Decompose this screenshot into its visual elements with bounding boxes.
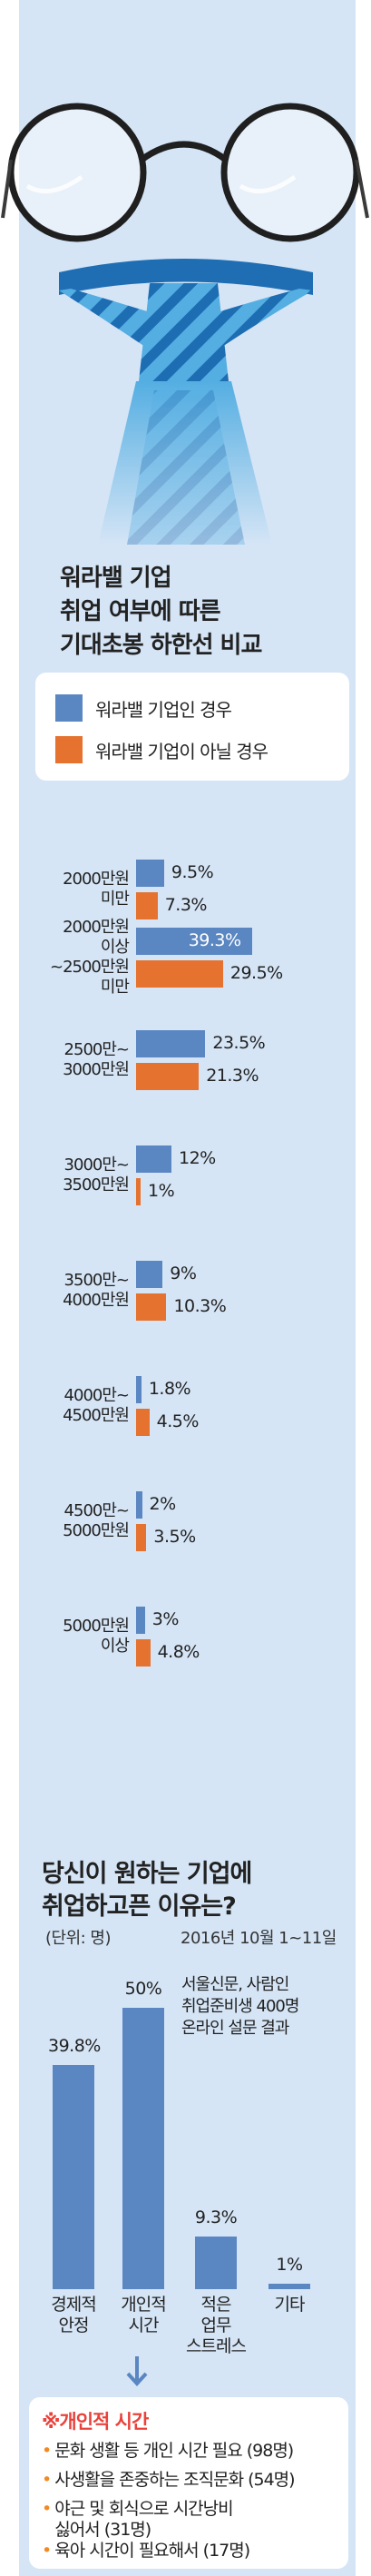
bar-non-walab bbox=[136, 1409, 150, 1436]
glasses-icon bbox=[1, 103, 369, 242]
value-label: 39.8% bbox=[48, 2036, 101, 2057]
chart2-source: 서울신문, 사람인 취업준비생 400명 온라인 설문 결과 bbox=[181, 1975, 299, 2038]
reason-item: • 문화 생활 등 개인 시간 필요 (98명) bbox=[42, 2441, 294, 2461]
necktie-icon bbox=[59, 259, 313, 545]
value-label: 39.3% bbox=[188, 930, 241, 950]
value-label: 3.5% bbox=[153, 1527, 196, 1547]
legend-label: 워라밸 기업인 경우 bbox=[95, 698, 232, 721]
chart2-unit: (단위: 명) bbox=[45, 1929, 112, 1948]
bar-walab bbox=[136, 1261, 163, 1288]
value-label: 3% bbox=[151, 1609, 180, 1629]
category-label: 경제적 안정 bbox=[51, 2295, 96, 2335]
reasons-title: ※개인적 시간 bbox=[42, 2411, 149, 2433]
category-label: 적은 업무 스트레스 bbox=[186, 2295, 247, 2356]
bar-walab bbox=[136, 860, 164, 887]
bar-non-walab bbox=[136, 960, 223, 988]
bar-reason bbox=[53, 2065, 94, 2289]
legend-item-non-walab: 워라밸 기업이 아닐 경우 bbox=[55, 736, 268, 763]
category-label: 4000만~ 4500만원 bbox=[63, 1386, 130, 1425]
category-label: 2500만~ 3000만원 bbox=[63, 1040, 130, 1079]
bar-non-walab bbox=[136, 1293, 167, 1321]
bar-walab bbox=[136, 1491, 142, 1519]
bullet-icon: • bbox=[42, 2541, 52, 2561]
bar-walab bbox=[136, 1030, 206, 1057]
category-label: 3000만~ 3500만원 bbox=[63, 1155, 130, 1195]
value-label: 1% bbox=[148, 1181, 175, 1201]
chart2-date: 2016년 10월 1~11일 bbox=[181, 1929, 337, 1948]
reason-item: • 야근 및 회식으로 시간낭비 싫어서 (31명) bbox=[42, 2499, 234, 2540]
chart1-legend: 워라밸 기업인 경우 워라밸 기업이 아닐 경우 bbox=[35, 673, 349, 781]
arrow-down-icon bbox=[126, 2356, 148, 2386]
bar-walab bbox=[136, 1145, 171, 1173]
value-label: 1% bbox=[276, 2254, 303, 2275]
value-label: 9% bbox=[170, 1263, 197, 1283]
bar-walab bbox=[136, 1607, 145, 1634]
category-label: 기타 bbox=[274, 2295, 306, 2315]
bar-walab bbox=[136, 1376, 142, 1403]
category-label: 5000만원 이상 bbox=[63, 1617, 130, 1656]
category-label: 3500만~ 4000만원 bbox=[63, 1271, 130, 1310]
value-label: 12% bbox=[179, 1148, 216, 1168]
bar-non-walab bbox=[136, 1524, 147, 1551]
bullet-icon: • bbox=[42, 2470, 52, 2490]
illustration bbox=[1, 103, 369, 545]
bar-non-walab bbox=[136, 1639, 151, 1667]
reasons-box: ※개인적 시간 • 문화 생활 등 개인 시간 필요 (98명) • 사생활을 … bbox=[29, 2397, 348, 2569]
value-label: 50% bbox=[124, 1979, 162, 1999]
bar-non-walab bbox=[136, 1063, 200, 1090]
value-label: 29.5% bbox=[229, 963, 283, 983]
reason-item: • 육아 시간이 필요해서 (17명) bbox=[42, 2541, 250, 2561]
legend-item-walab: 워라밸 기업인 경우 bbox=[55, 694, 232, 722]
category-label: 개인적 시간 bbox=[121, 2295, 166, 2335]
value-label: 10.3% bbox=[173, 1296, 227, 1316]
value-label: 9.3% bbox=[194, 2207, 238, 2228]
value-label: 4.8% bbox=[157, 1642, 200, 1662]
legend-swatch-orange bbox=[55, 736, 83, 763]
value-label: 1.8% bbox=[148, 1379, 191, 1399]
bullet-icon: • bbox=[42, 2499, 52, 2519]
legend-swatch-blue bbox=[55, 694, 83, 722]
chart1-title: 워라밸 기업 취업 여부에 따른 기대초봉 하한선 비교 bbox=[60, 565, 262, 659]
category-label: 4500만~ 5000만원 bbox=[63, 1501, 130, 1540]
category-label: 2000만원 이상 ~2500만원 미만 bbox=[49, 918, 130, 997]
bar-reason bbox=[195, 2237, 237, 2289]
value-label: 9.5% bbox=[171, 862, 214, 882]
value-label: 21.3% bbox=[206, 1066, 259, 1086]
category-label: 2000만원 미만 bbox=[63, 870, 130, 909]
value-label: 23.5% bbox=[212, 1033, 266, 1053]
bar-non-walab bbox=[136, 892, 158, 919]
value-label: 2% bbox=[149, 1494, 177, 1514]
bar-reason bbox=[122, 2008, 164, 2289]
chart2-title: 당신이 원하는 기업에 취업하고픈 이유는? bbox=[42, 1860, 252, 1921]
value-label: 7.3% bbox=[164, 895, 208, 915]
bar-reason bbox=[268, 2283, 310, 2289]
bullet-icon: • bbox=[42, 2441, 52, 2461]
value-label: 4.5% bbox=[156, 1411, 200, 1431]
bar-non-walab bbox=[136, 1178, 141, 1205]
bar-walab bbox=[136, 928, 252, 955]
legend-label: 워라밸 기업이 아닐 경우 bbox=[95, 740, 268, 762]
reason-item: • 사생활을 존중하는 조직문화 (54명) bbox=[42, 2470, 296, 2490]
